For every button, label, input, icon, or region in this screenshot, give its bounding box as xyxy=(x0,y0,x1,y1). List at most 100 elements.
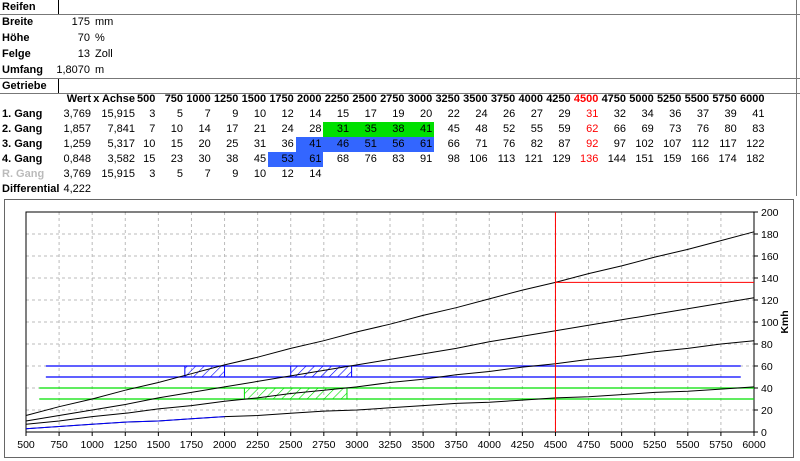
differential-label: Differential xyxy=(2,183,60,195)
chart-svg: 500 750 1000 1250 1500 1750 2000 2250 2500 2750 30… xyxy=(17,207,791,451)
x-tick-label: 5000 xyxy=(610,439,634,451)
speed-cell: 9 xyxy=(232,108,239,120)
speed-cell: 29 xyxy=(558,108,571,120)
speed-cell: 66 xyxy=(447,138,460,150)
speed-cell: 71 xyxy=(475,138,488,150)
gear-ratio[interactable]: 1,857 xyxy=(63,123,91,135)
header-rpm: 500 xyxy=(137,93,156,105)
header-rpm: 1500 xyxy=(241,93,267,105)
gear-label: 4. Gang xyxy=(2,153,43,165)
field-unit: m xyxy=(95,64,105,76)
plot-frame xyxy=(25,211,755,433)
empty-cell xyxy=(683,167,711,182)
section-reifen: Reifen xyxy=(0,0,800,15)
x-tick-label: 5750 xyxy=(709,439,733,451)
speed-cell: 83 xyxy=(392,153,405,165)
field-unit: Zoll xyxy=(95,48,113,60)
gear-label: 1. Gang xyxy=(2,108,43,120)
speed-cell: 98 xyxy=(447,153,460,165)
x-tick-label: 5500 xyxy=(676,439,700,451)
tire-field-row: Breite 175 mm xyxy=(0,15,200,30)
empty-cell xyxy=(351,167,379,182)
divider xyxy=(58,0,59,14)
speed-cell: 182 xyxy=(746,153,765,165)
field-label: Breite xyxy=(2,16,34,28)
x-tick-label: 4250 xyxy=(511,439,535,451)
speed-cell: 41 xyxy=(752,108,765,120)
y-tick-label: 20 xyxy=(761,405,773,417)
gear-row: R. Gang 3,769 15,915 3 5 7 9 10 12 14 xyxy=(0,167,766,182)
speed-cell: 59 xyxy=(558,123,571,135)
speed-cell: 17 xyxy=(226,123,239,135)
differential-value[interactable]: 4,222 xyxy=(63,183,91,195)
speed-cell: 92 xyxy=(586,138,599,150)
speed-cell: 129 xyxy=(552,153,571,165)
speed-cell: 82 xyxy=(530,138,543,150)
x-tick-label: 4750 xyxy=(577,439,601,451)
header-rpm: 3000 xyxy=(407,93,433,105)
speed-cell: 17 xyxy=(364,108,377,120)
speed-cell: 12 xyxy=(281,108,294,120)
speed-cell: 41 xyxy=(295,137,324,152)
header-row: Wert x Achse 500 750 1000 1250 1500 1750 2000 225… xyxy=(0,92,766,107)
x-tick-label: 2250 xyxy=(246,439,270,451)
speed-cell: 31 xyxy=(323,122,352,137)
speed-cell: 3 xyxy=(149,168,156,180)
speed-cell: 39 xyxy=(724,108,737,120)
speed-cell: 27 xyxy=(530,108,543,120)
header-rpm: 2250 xyxy=(324,93,350,105)
speed-cell: 80 xyxy=(724,123,737,135)
speed-cell: 144 xyxy=(607,153,627,165)
speed-cell: 45 xyxy=(447,123,460,135)
speed-cell: 14 xyxy=(309,108,322,120)
gear-ratio[interactable]: 3,769 xyxy=(63,108,91,120)
speed-cell: 41 xyxy=(406,122,435,137)
field-label: Felge xyxy=(2,48,31,60)
x-tick-label: 2750 xyxy=(312,439,336,451)
tire-field-row: Felge 13 Zoll xyxy=(0,47,200,62)
header-rpm: 3250 xyxy=(435,93,460,105)
speed-cell: 32 xyxy=(613,108,627,120)
x-tick-label: 3500 xyxy=(411,439,435,451)
speed-cell: 19 xyxy=(392,108,405,120)
speed-cell: 24 xyxy=(475,108,488,120)
field-value[interactable]: 13 xyxy=(77,48,90,60)
x-tick-label: 3000 xyxy=(345,439,369,451)
x-tick-label: 3250 xyxy=(378,439,402,451)
speed-cell: 35 xyxy=(351,122,379,137)
empty-cell xyxy=(379,167,407,182)
speed-cell: 166 xyxy=(690,153,710,165)
speed-cell: 7 xyxy=(204,108,211,120)
field-value[interactable]: 1,8070 xyxy=(56,64,90,76)
header-wert: Wert xyxy=(66,93,91,105)
header-rpm: 1250 xyxy=(213,93,239,105)
header-rpm: 750 xyxy=(164,93,184,105)
speed-cell: 25 xyxy=(226,138,239,150)
speed-cell: 31 xyxy=(253,138,267,150)
speed-cell: 15 xyxy=(143,153,156,165)
y-tick-label: 180 xyxy=(761,229,779,241)
header-rpm: 1750 xyxy=(269,93,294,105)
header-rpm: 3500 xyxy=(463,93,488,105)
empty-cell xyxy=(407,167,435,182)
gear-xachse: 15,915 xyxy=(101,108,135,120)
divider xyxy=(58,79,59,93)
header-rpm: 4500 xyxy=(573,93,599,105)
speed-cell: 38 xyxy=(226,153,239,165)
field-value[interactable]: 70 xyxy=(77,32,90,44)
header-rpm: 2000 xyxy=(297,93,322,105)
speed-cell: 31 xyxy=(586,108,599,120)
speed-cell: 30 xyxy=(198,153,211,165)
series-line-2gang xyxy=(25,340,755,425)
x-tick-label: 6000 xyxy=(742,439,766,451)
y-tick-label: 140 xyxy=(761,273,779,285)
header-rpm: 5750 xyxy=(712,93,737,105)
speed-cell: 52 xyxy=(503,123,516,135)
gear-ratio[interactable]: 1,259 xyxy=(63,138,91,150)
gear-ratio[interactable]: 0,848 xyxy=(63,153,91,165)
x-tick-label: 1750 xyxy=(180,439,204,451)
gear-ratio[interactable]: 3,769 xyxy=(63,168,91,180)
field-value[interactable]: 175 xyxy=(71,16,90,28)
empty-cell xyxy=(711,167,739,182)
differential-row: Differential 4,222 xyxy=(0,182,766,197)
